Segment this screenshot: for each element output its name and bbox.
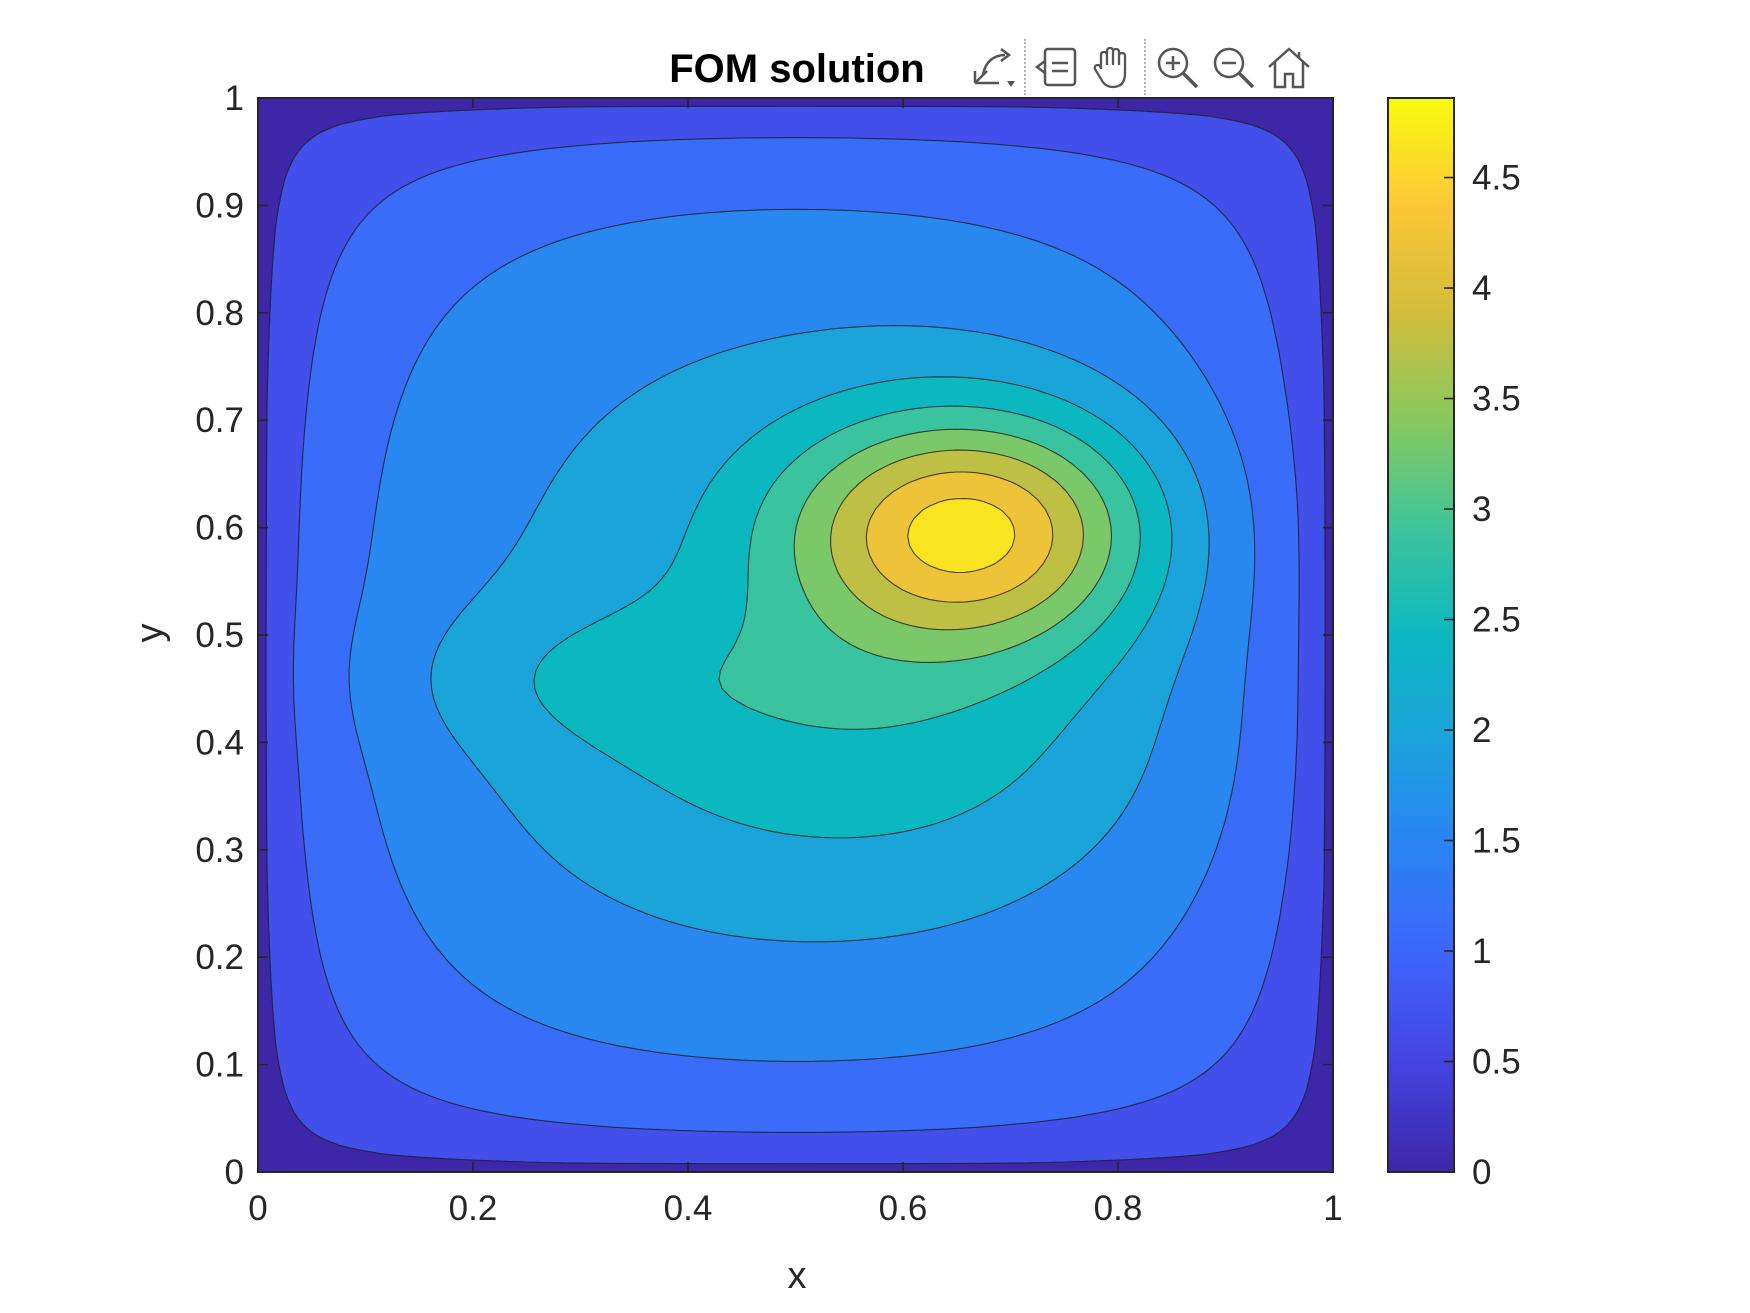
y-tick-label: 0.8 bbox=[195, 294, 244, 333]
colorbar-tick-label: 2.5 bbox=[1472, 601, 1521, 640]
x-tick-label: 0.2 bbox=[449, 1189, 498, 1228]
home-button[interactable] bbox=[1261, 38, 1317, 96]
data-tips-button[interactable] bbox=[1029, 38, 1085, 96]
colorbar-tick-label: 0.5 bbox=[1472, 1043, 1521, 1082]
export-button[interactable] bbox=[965, 38, 1021, 96]
contour-line bbox=[348, 208, 1256, 1062]
y-tick-label: 0.1 bbox=[195, 1046, 244, 1085]
colorbar-tick-label: 2 bbox=[1472, 711, 1491, 750]
zoom-in-icon bbox=[1157, 47, 1199, 89]
contour-line bbox=[533, 376, 1173, 839]
chart-title: FOM solution bbox=[669, 47, 925, 91]
y-tick-label: 0.7 bbox=[195, 401, 244, 440]
contour-line bbox=[430, 325, 1210, 943]
colorbar-tick-label: 1 bbox=[1472, 932, 1491, 971]
y-tick-label: 1 bbox=[225, 79, 244, 118]
x-tick-label: 0.8 bbox=[1094, 1189, 1143, 1228]
zoom-in-button[interactable] bbox=[1149, 38, 1205, 96]
colorbar-tick-label: 3 bbox=[1472, 490, 1491, 529]
x-axis-label: x bbox=[788, 1255, 807, 1297]
colorbar-tick-label: 4 bbox=[1472, 269, 1491, 308]
toolbar-separator bbox=[1144, 39, 1146, 95]
contour-line bbox=[865, 471, 1054, 603]
y-tick-label: 0.5 bbox=[195, 616, 244, 655]
contour-line bbox=[292, 137, 1300, 1133]
axes: 0 0.2 0.4 0.6 0.8 1 0 0.1 0.2 0.3 0.4 0.5 0.6 0.7 0.8 0… bbox=[195, 79, 1342, 1228]
axes-toolbar bbox=[965, 36, 1345, 98]
colorbar-tick-label: 3.5 bbox=[1472, 380, 1521, 419]
x-tick-label: 0.4 bbox=[664, 1189, 713, 1228]
contour-line bbox=[830, 449, 1084, 631]
contour-line bbox=[793, 428, 1113, 663]
colorbar[interactable]: 0 0.5 1 1.5 2 2.5 3 3.5 4 4.5 bbox=[1387, 97, 1521, 1192]
colorbar-gradient bbox=[1387, 97, 1455, 1173]
y-axis-label: y bbox=[129, 624, 171, 643]
data-tips-icon bbox=[1034, 47, 1077, 87]
x-tick-label: 0.6 bbox=[879, 1189, 928, 1228]
x-tick-label: 1 bbox=[1323, 1189, 1342, 1228]
contour-line bbox=[907, 498, 1016, 574]
pan-icon bbox=[1093, 46, 1127, 89]
contour-line bbox=[718, 405, 1141, 730]
contour-line bbox=[265, 105, 1326, 1165]
y-tick-label: 0.4 bbox=[195, 723, 244, 762]
x-tick-label: 0 bbox=[248, 1189, 267, 1228]
pan-button[interactable] bbox=[1085, 38, 1141, 96]
y-tick-label: 0 bbox=[225, 1153, 244, 1192]
contour-fills bbox=[265, 105, 1326, 1165]
y-tick-label: 0.2 bbox=[195, 938, 244, 977]
y-tick-label: 0.3 bbox=[195, 831, 244, 870]
home-icon bbox=[1268, 47, 1310, 89]
colorbar-tick-label: 0 bbox=[1472, 1153, 1491, 1192]
export-icon bbox=[973, 48, 1015, 87]
y-tick-label: 0.6 bbox=[195, 509, 244, 548]
colorbar-tick-label: 1.5 bbox=[1472, 822, 1521, 861]
colorbar-tick-label: 4.5 bbox=[1472, 159, 1521, 198]
zoom-out-icon bbox=[1213, 47, 1255, 89]
toolbar-separator bbox=[1024, 39, 1026, 95]
y-tick-label: 0.9 bbox=[195, 186, 244, 225]
zoom-out-button[interactable] bbox=[1205, 38, 1261, 96]
